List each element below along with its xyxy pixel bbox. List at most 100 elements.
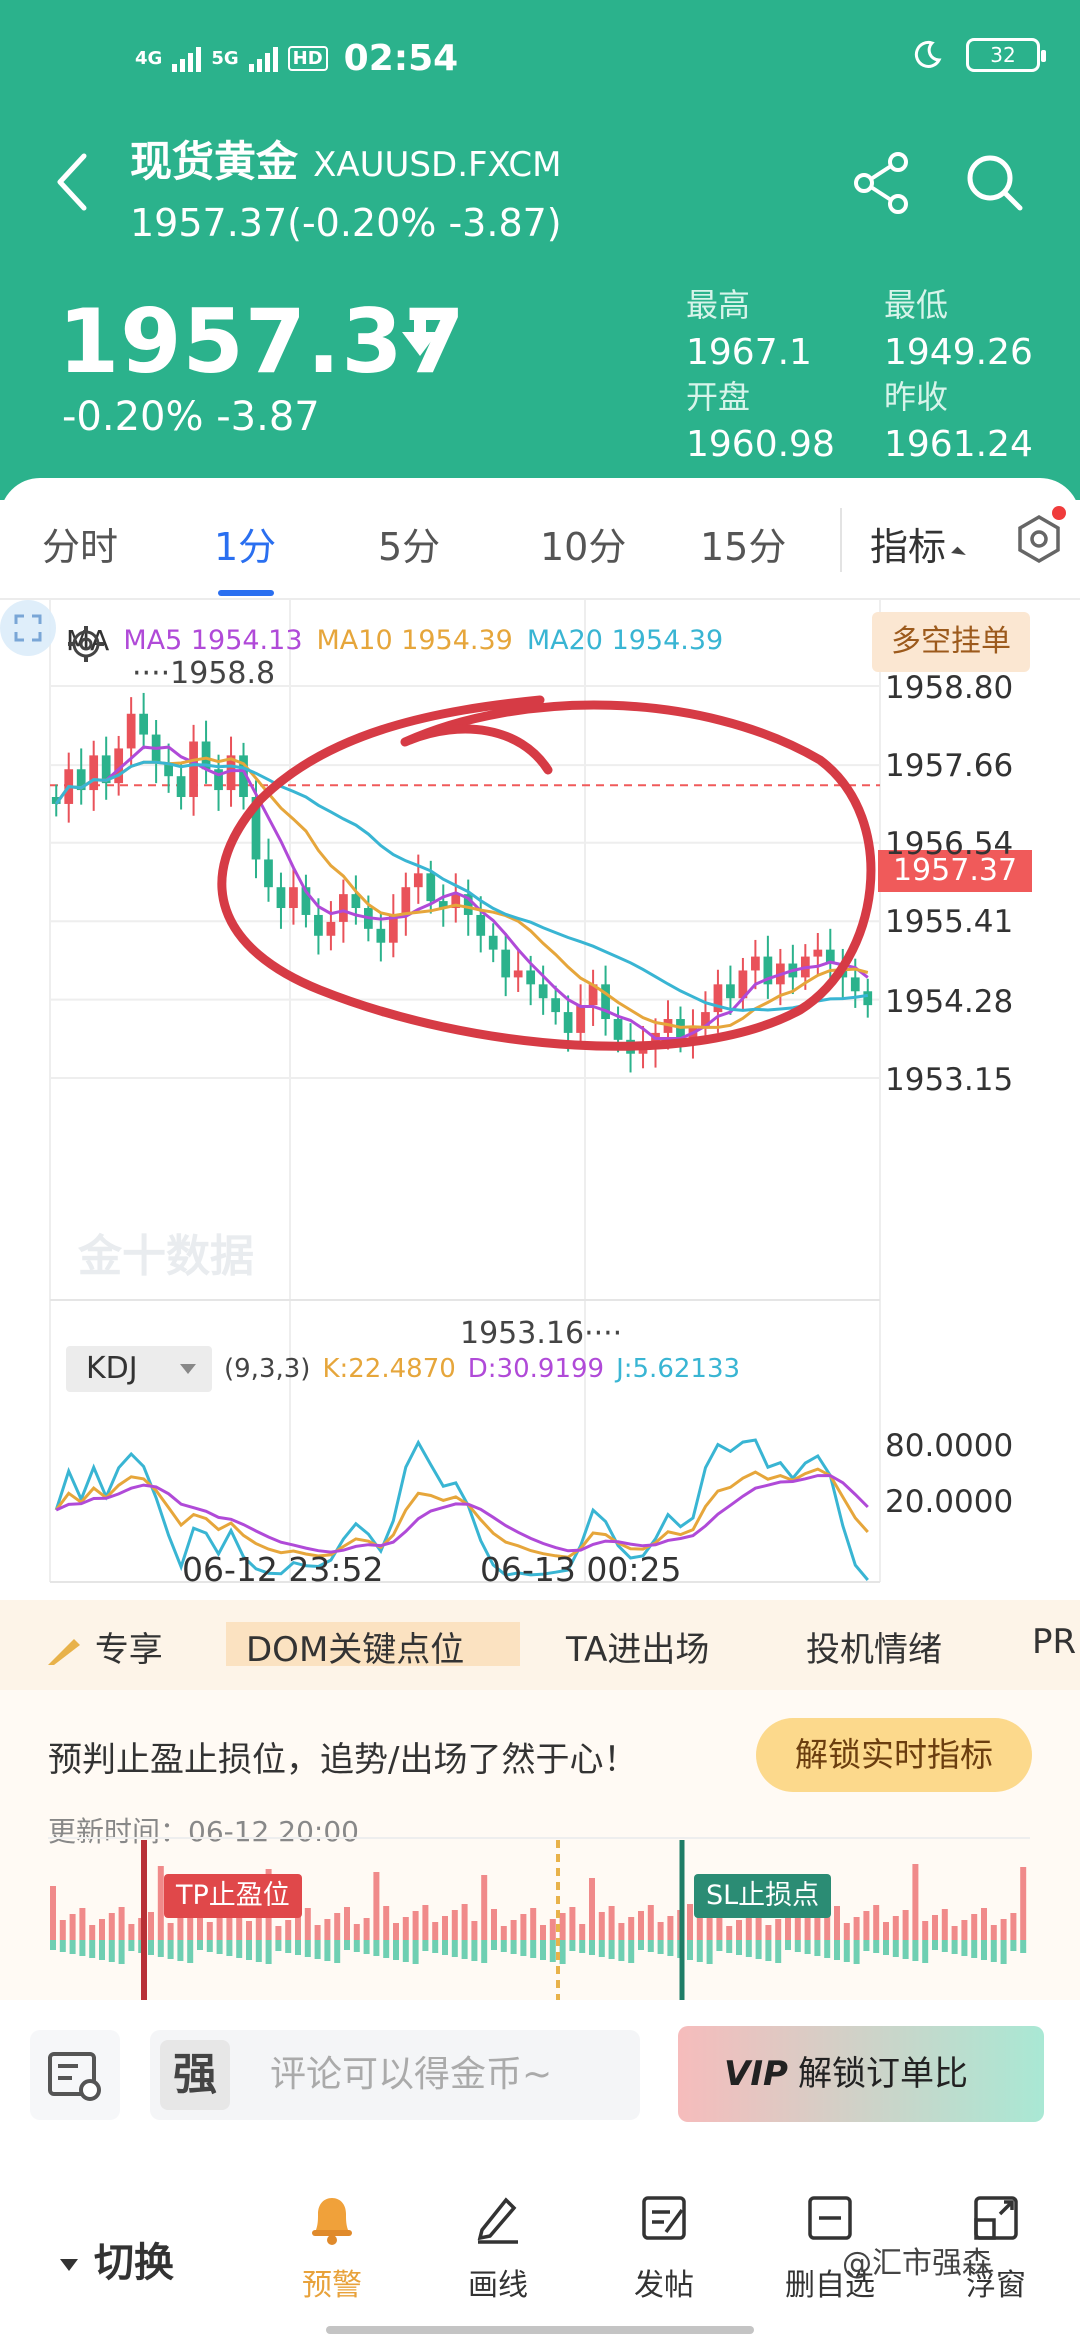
dom-bar-down xyxy=(265,1940,272,1964)
dom-bar-down xyxy=(432,1940,439,1953)
search-icon[interactable] xyxy=(962,150,1028,216)
dom-bar-up xyxy=(765,1925,772,1940)
nav-alert[interactable]: 预警 xyxy=(272,2190,392,2304)
candle-body xyxy=(488,935,498,950)
dom-bar-up xyxy=(432,1922,439,1940)
dom-bar-down xyxy=(628,1940,635,1963)
tab-dom-levels[interactable]: DOM关键点位 xyxy=(246,1630,465,1670)
high-value: 1958.8 xyxy=(170,656,276,691)
candle-body xyxy=(825,949,835,964)
list-settings-icon[interactable] xyxy=(30,2030,120,2120)
exclusive-tab[interactable]: 专享 xyxy=(44,1622,163,1671)
dom-bar-up xyxy=(99,1919,105,1940)
dom-bar-up xyxy=(902,1910,909,1940)
chart-canvas[interactable] xyxy=(0,600,1080,1600)
axis-tick: 1953.15 xyxy=(885,1062,1014,1098)
dom-bar-up xyxy=(706,1915,713,1940)
minus-box-icon xyxy=(808,2196,852,2240)
dom-bar-down xyxy=(295,1940,301,1955)
dom-bar-up xyxy=(1010,1913,1017,1940)
candle-body xyxy=(513,970,523,978)
current-price-tag: 1957.37 xyxy=(878,850,1032,892)
dom-bar-down xyxy=(148,1940,154,1955)
dom-bar-down xyxy=(902,1940,909,1959)
candle-body xyxy=(463,894,473,915)
ma-legend: MA MA5 1954.13 MA10 1954.39 MA20 1954.39 xyxy=(66,624,723,662)
share-icon[interactable] xyxy=(852,150,912,216)
candlesticks xyxy=(51,692,873,1073)
candle-body xyxy=(401,887,411,915)
gear-icon[interactable] xyxy=(66,624,106,664)
dom-bar-down xyxy=(540,1940,546,1960)
dom-bar-up xyxy=(471,1921,478,1940)
tab-pr[interactable]: PR xyxy=(1032,1622,1077,1662)
tab-10min[interactable]: 10分 xyxy=(540,525,627,569)
indicator-select[interactable]: KDJ xyxy=(66,1346,212,1392)
dom-bar-down xyxy=(589,1940,595,1955)
dom-bar-up xyxy=(863,1911,870,1940)
active-tab-indicator xyxy=(218,590,274,596)
period-tabs: 分时 1分 5分 10分 15分 指标 xyxy=(0,478,1080,600)
stat-label: 最低 xyxy=(884,286,949,324)
update-time: 更新时间：06-12 20:00 xyxy=(48,1815,359,1848)
dom-bar-up xyxy=(197,1905,203,1940)
tab-intraday[interactable]: 分时 xyxy=(42,525,119,569)
unlock-indicator-button[interactable]: 解锁实时指标 xyxy=(756,1718,1032,1792)
float-window-icon xyxy=(974,2196,1018,2240)
stat-high: 最高 1967.1 xyxy=(686,280,866,373)
tab-indicators[interactable]: 指标 xyxy=(870,516,966,571)
dom-bar-down xyxy=(393,1940,399,1960)
dom-bar-down xyxy=(667,1940,674,1956)
kline-chart[interactable]: 金十数据 MA MA5 1954.13 MA10 1954.39 MA20 19… xyxy=(0,600,1080,1600)
fullscreen-icon[interactable] xyxy=(0,600,56,656)
tab-ta-entry[interactable]: TA进出场 xyxy=(566,1630,710,1670)
dom-bar-down xyxy=(118,1940,125,1964)
switch-button[interactable]: 切换 xyxy=(60,2230,174,2288)
dom-bar-down xyxy=(1010,1940,1017,1951)
dom-bar-up xyxy=(353,1924,360,1940)
dom-bar-down xyxy=(598,1940,605,1957)
order-book-button[interactable]: 多空挂单 xyxy=(872,612,1030,672)
watermark-credit: @汇市强森 xyxy=(842,2246,992,2281)
back-arrow-icon[interactable] xyxy=(50,150,94,214)
dom-bar-up xyxy=(755,1908,762,1940)
network-4g-label: 4G xyxy=(135,47,163,69)
kdj-axis-tick: 80.0000 xyxy=(885,1428,1014,1464)
kdj-d-value: D:30.9199 xyxy=(467,1354,605,1384)
dom-bar-down xyxy=(471,1940,478,1961)
dom-bar-up xyxy=(892,1916,899,1940)
dom-bar-up xyxy=(990,1925,997,1940)
dom-bar-down xyxy=(412,1940,419,1964)
dom-bar-down xyxy=(314,1940,321,1959)
dom-bar-down xyxy=(422,1940,429,1951)
dom-bar-down xyxy=(353,1940,360,1952)
stop-loss-tag: SL止损点 xyxy=(694,1874,832,1918)
dom-bar-up xyxy=(951,1926,958,1940)
stat-value: 1960.98 xyxy=(686,424,835,465)
nav-float-window[interactable]: 浮窗 xyxy=(936,2190,1056,2304)
dom-bar-down xyxy=(69,1940,76,1954)
stat-value: 1961.24 xyxy=(884,424,1033,465)
dom-bar-down xyxy=(618,1940,625,1961)
candle-body xyxy=(164,762,173,777)
dom-bar-up xyxy=(726,1926,733,1940)
dom-bar-up xyxy=(500,1926,507,1940)
tab-sentiment[interactable]: 投机情绪 xyxy=(806,1630,942,1670)
comment-input[interactable]: 强 评论可以得金币~ xyxy=(150,2030,640,2120)
tab-5min[interactable]: 5分 xyxy=(378,525,441,569)
dom-bar-up xyxy=(451,1910,458,1940)
ma5-value: MA5 1954.13 xyxy=(123,625,303,656)
candle-body xyxy=(276,887,286,909)
nav-remove-watchlist[interactable]: 删自选 xyxy=(770,2190,890,2304)
tab-15min[interactable]: 15分 xyxy=(700,525,787,569)
hexagon-settings-icon[interactable] xyxy=(1014,514,1064,564)
dom-bar-up xyxy=(608,1906,615,1940)
tab-1min[interactable]: 1分 xyxy=(214,525,277,569)
last-price: 1957.37 xyxy=(58,290,466,393)
nav-post[interactable]: 发帖 xyxy=(604,2190,724,2304)
nav-draw[interactable]: 画线 xyxy=(438,2190,558,2304)
stat-value: 1949.26 xyxy=(884,332,1033,373)
vip-unlock-button[interactable]: VIP 解锁订单比 xyxy=(678,2026,1044,2122)
dom-bar-down xyxy=(206,1940,213,1952)
dom-bar-down xyxy=(863,1940,870,1951)
